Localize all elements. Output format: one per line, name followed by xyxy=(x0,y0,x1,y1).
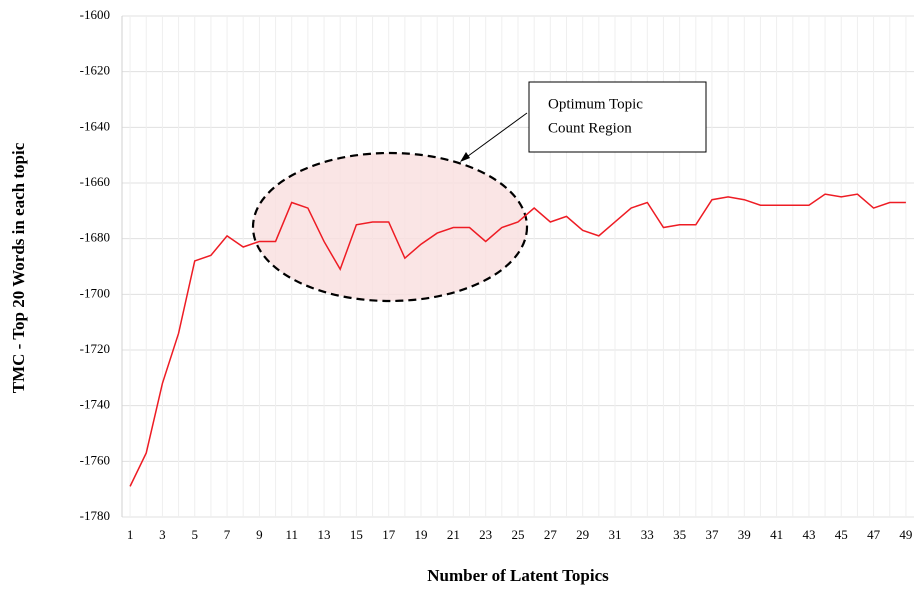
x-tick-label: 3 xyxy=(159,527,166,542)
x-tick-label: 31 xyxy=(608,527,621,542)
x-tick-label: 7 xyxy=(224,527,231,542)
x-tick-label: 9 xyxy=(256,527,263,542)
annotation-box xyxy=(528,81,707,153)
x-tick-label: 41 xyxy=(770,527,783,542)
x-tick-label: 19 xyxy=(415,527,428,542)
x-tick-label: 23 xyxy=(479,527,492,542)
x-tick-label: 5 xyxy=(191,527,198,542)
y-tick-label: -1620 xyxy=(80,63,110,78)
y-tick-label: -1600 xyxy=(80,7,110,22)
x-tick-label: 27 xyxy=(544,527,558,542)
x-tick-label: 35 xyxy=(673,527,686,542)
x-tick-label: 49 xyxy=(899,527,912,542)
grid xyxy=(121,15,914,518)
y-tick-label: -1660 xyxy=(80,174,110,189)
y-tick-label: -1760 xyxy=(80,452,110,467)
x-tick-label: 21 xyxy=(447,527,460,542)
x-tick-label: 15 xyxy=(350,527,363,542)
x-tick-label: 1 xyxy=(127,527,134,542)
x-tick-label: 17 xyxy=(382,527,396,542)
x-axis-title: Number of Latent Topics xyxy=(427,566,609,585)
x-tick-label: 39 xyxy=(738,527,751,542)
y-tick-label: -1740 xyxy=(80,397,110,412)
y-tick-label: -1720 xyxy=(80,341,110,356)
x-tick-label: 29 xyxy=(576,527,589,542)
y-tick-label: -1680 xyxy=(80,230,110,245)
x-tick-label: 11 xyxy=(285,527,298,542)
x-tick-label: 25 xyxy=(512,527,525,542)
y-axis-title: TMC - Top 20 Words in each topic xyxy=(9,142,28,393)
y-tick-label: -1700 xyxy=(80,285,110,300)
arrow-head xyxy=(460,152,470,162)
x-tick-label: 13 xyxy=(318,527,331,542)
annotation-arrow xyxy=(463,112,528,160)
x-tick-label: 45 xyxy=(835,527,848,542)
x-tick-label: 33 xyxy=(641,527,654,542)
y-tick-label: -1780 xyxy=(80,508,110,523)
annotation-line: Optimum Topic xyxy=(548,96,643,112)
x-tick-label: 47 xyxy=(867,527,881,542)
data-line xyxy=(129,193,906,487)
region-ellipse xyxy=(251,151,529,303)
annotation-line: Count Region xyxy=(548,120,632,136)
x-tick-label: 37 xyxy=(705,527,719,542)
y-tick-label: -1640 xyxy=(80,118,110,133)
x-tick-label: 43 xyxy=(802,527,815,542)
